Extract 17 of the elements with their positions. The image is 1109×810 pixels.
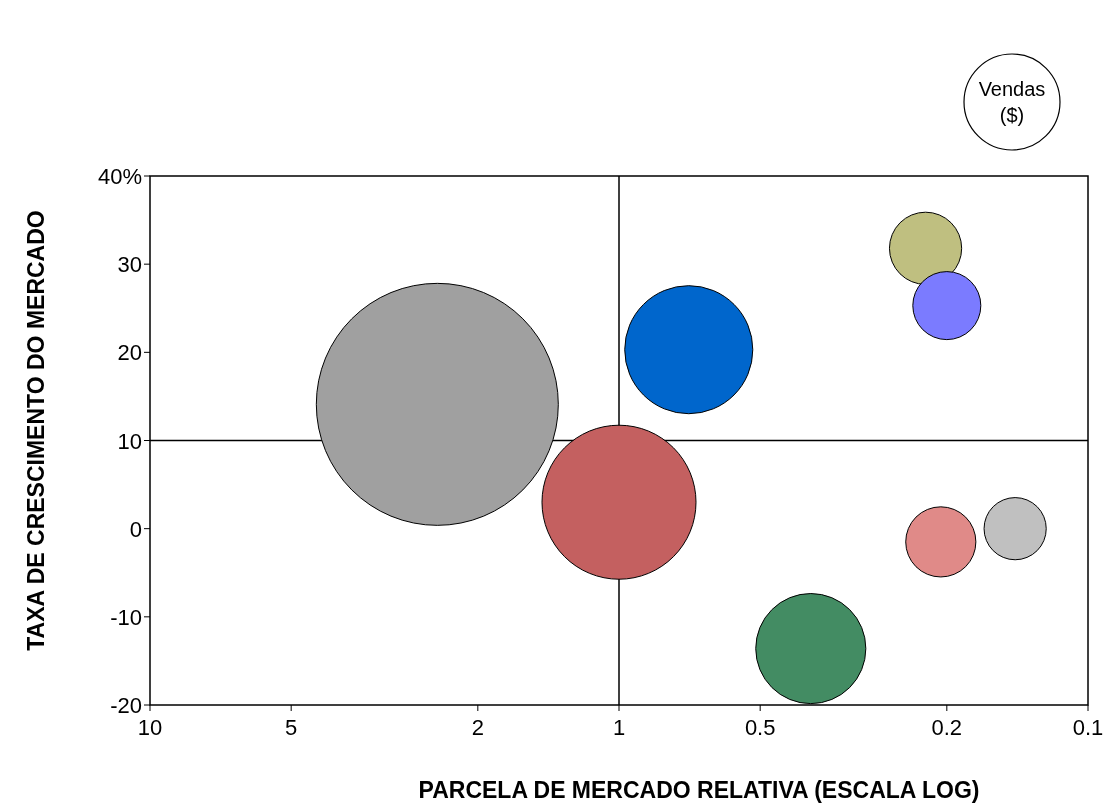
legend-title: Vendas ($) — [978, 78, 1046, 126]
y-tick-label: 40% — [97, 164, 142, 189]
y-tick-label: 10 — [117, 428, 142, 454]
x-tick-label: 1 — [612, 715, 626, 740]
x-tick-label: 10 — [137, 715, 163, 740]
x-tick-label: 0.5 — [744, 715, 776, 740]
x-tick-label: 0.2 — [931, 715, 963, 740]
y-tick-label: 30 — [117, 252, 142, 278]
y-tick-label: -20 — [110, 693, 142, 718]
y-tick-label: 20 — [117, 340, 142, 366]
y-axis-title: TAXA DE CRESCIMENTO DO MERCADO — [23, 210, 49, 651]
y-tick-label: -10 — [110, 604, 142, 630]
x-tick-label: 0.1 — [1072, 715, 1104, 740]
x-tick-label: 5 — [285, 715, 298, 740]
y-tick-label: 0 — [129, 516, 142, 542]
x-tick-label: 2 — [471, 715, 484, 740]
x-axis-title: PARCELA DE MERCADO RELATIVA (ESCALA LOG) — [418, 777, 980, 803]
